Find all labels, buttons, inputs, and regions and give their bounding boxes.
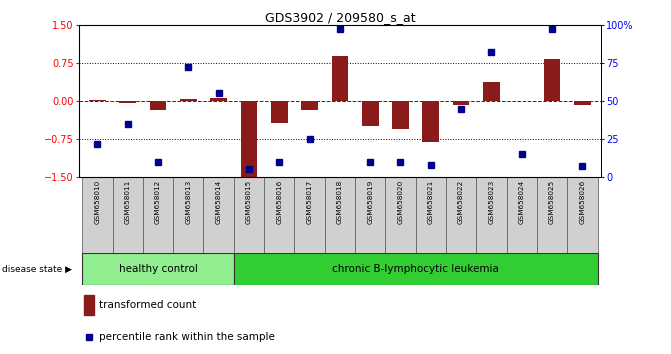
Text: GSM658019: GSM658019 xyxy=(367,179,373,223)
Bar xyxy=(544,59,560,101)
Text: GSM658017: GSM658017 xyxy=(307,179,313,223)
Text: GSM658020: GSM658020 xyxy=(397,179,403,223)
Bar xyxy=(234,177,264,253)
Text: GSM658010: GSM658010 xyxy=(95,179,101,223)
Bar xyxy=(415,177,446,253)
Bar xyxy=(483,82,500,101)
Bar xyxy=(173,177,203,253)
Bar xyxy=(83,253,234,285)
Text: healthy control: healthy control xyxy=(119,264,197,274)
Text: transformed count: transformed count xyxy=(99,300,196,310)
Text: GSM658012: GSM658012 xyxy=(155,179,161,223)
Bar xyxy=(331,56,348,101)
Bar xyxy=(113,177,143,253)
Bar xyxy=(271,101,288,123)
Bar xyxy=(537,177,567,253)
Bar xyxy=(325,177,355,253)
Text: chronic B-lymphocytic leukemia: chronic B-lymphocytic leukemia xyxy=(332,264,499,274)
Bar xyxy=(362,101,378,126)
Bar xyxy=(574,101,590,105)
Bar xyxy=(301,101,318,110)
Bar xyxy=(89,100,106,101)
Text: percentile rank within the sample: percentile rank within the sample xyxy=(99,332,275,342)
Text: GSM658018: GSM658018 xyxy=(337,179,343,223)
Bar xyxy=(264,177,295,253)
Text: GSM658025: GSM658025 xyxy=(549,179,555,223)
Bar xyxy=(567,177,597,253)
Text: GSM658013: GSM658013 xyxy=(185,179,191,223)
Bar xyxy=(423,101,439,143)
Bar xyxy=(355,177,385,253)
Bar xyxy=(143,177,173,253)
Text: GSM658021: GSM658021 xyxy=(428,179,433,223)
Bar xyxy=(241,101,257,178)
Bar xyxy=(210,98,227,101)
Bar xyxy=(476,177,507,253)
Bar xyxy=(85,295,94,315)
Bar xyxy=(507,177,537,253)
Text: GSM658016: GSM658016 xyxy=(276,179,282,223)
Bar xyxy=(203,177,234,253)
Bar xyxy=(446,177,476,253)
Bar xyxy=(150,101,166,110)
Bar xyxy=(83,177,113,253)
Text: GSM658011: GSM658011 xyxy=(125,179,131,223)
Bar xyxy=(385,177,415,253)
Bar xyxy=(295,177,325,253)
Bar xyxy=(453,101,470,105)
Bar xyxy=(119,101,136,103)
Bar xyxy=(234,253,597,285)
Text: GSM658026: GSM658026 xyxy=(579,179,585,223)
Text: GSM658024: GSM658024 xyxy=(519,179,525,223)
Text: disease state ▶: disease state ▶ xyxy=(2,264,72,274)
Text: GSM658015: GSM658015 xyxy=(246,179,252,223)
Text: GSM658023: GSM658023 xyxy=(488,179,495,223)
Title: GDS3902 / 209580_s_at: GDS3902 / 209580_s_at xyxy=(264,11,415,24)
Text: GSM658022: GSM658022 xyxy=(458,179,464,223)
Bar xyxy=(180,99,197,101)
Bar xyxy=(392,101,409,129)
Text: GSM658014: GSM658014 xyxy=(215,179,221,223)
